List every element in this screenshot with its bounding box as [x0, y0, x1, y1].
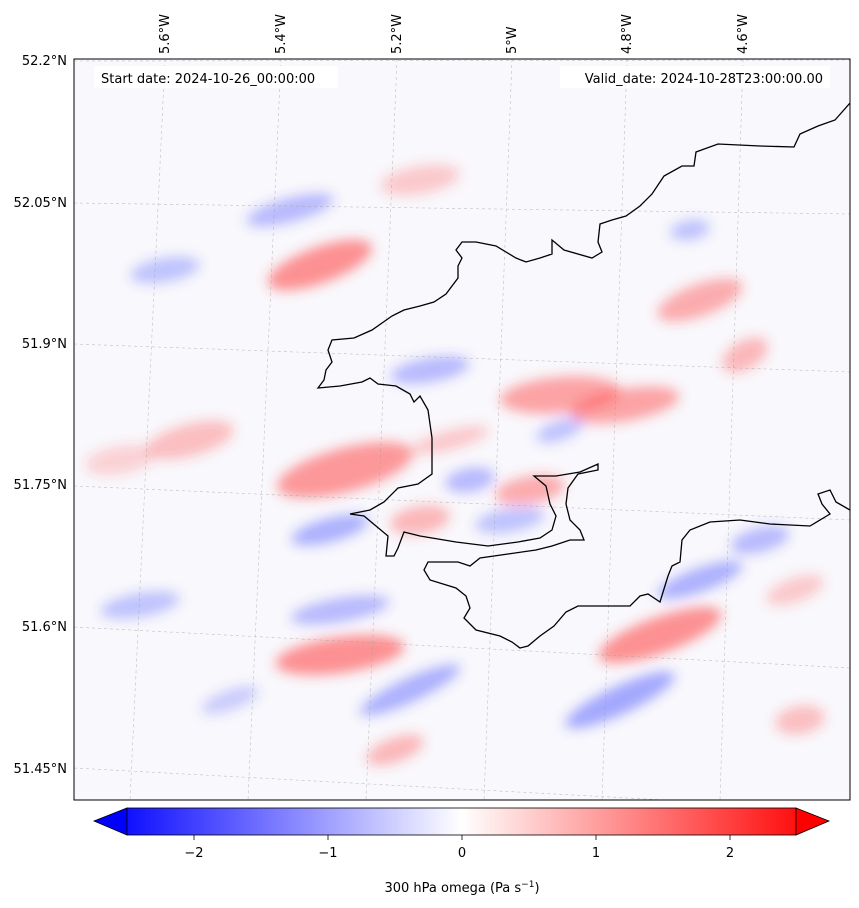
- descent-blob: [359, 664, 461, 716]
- gridline: [247, 59, 282, 800]
- descent-blob: [475, 506, 545, 534]
- lon-label: 4.8°W: [620, 14, 635, 54]
- lon-label: 5.6°W: [158, 14, 173, 54]
- valid-date-label: Valid_date: 2024-10-28T23:00:00.00: [585, 72, 823, 87]
- ascent-blob: [411, 425, 489, 455]
- latitude-labels: 52.2°N 52.05°N 51.9°N 51.75°N 51.6°N 51.…: [14, 54, 67, 777]
- ascent-blob: [267, 239, 373, 291]
- descent-blob: [290, 595, 390, 625]
- descent-blob: [100, 591, 180, 619]
- descent-blob: [291, 514, 369, 546]
- ascent-blob: [380, 164, 460, 196]
- lat-label: 51.6°N: [22, 620, 67, 635]
- lat-label: 51.9°N: [22, 337, 67, 352]
- graticule: [74, 59, 850, 800]
- lat-label: 51.75°N: [14, 478, 67, 493]
- ascent-blob: [722, 337, 768, 373]
- lon-label: 5.4°W: [274, 14, 289, 54]
- map-panel: Start date: 2024-10-26_00:00:00 Valid_da…: [73, 58, 851, 801]
- ascent-blob: [277, 442, 413, 498]
- colorbar-tick-label: −1: [318, 846, 337, 861]
- descent-blob: [536, 417, 584, 443]
- colorbar-extend-max: [795, 807, 831, 836]
- descent-blob: [670, 219, 710, 241]
- ascent-blob: [598, 607, 722, 663]
- descent-blob: [730, 526, 790, 554]
- descent-blob: [130, 256, 200, 284]
- descent-blob: [445, 467, 495, 493]
- longitude-labels: 5.6°W 5.4°W 5.2°W 5°W 4.8°W 4.6°W: [158, 14, 751, 54]
- colorbar-extend-min: [92, 807, 128, 836]
- ascent-blob: [495, 474, 565, 506]
- colorbar-body: [126, 807, 797, 836]
- lat-label: 52.2°N: [22, 54, 67, 69]
- start-date-label: Start date: 2024-10-26_00:00:00: [101, 72, 315, 87]
- descent-blob: [201, 686, 259, 714]
- lat-label: 51.45°N: [14, 762, 67, 777]
- colorbar-tick-label: 1: [592, 846, 600, 861]
- colorbar-tick-label: 0: [458, 846, 466, 861]
- valid-date-box: [560, 66, 830, 88]
- ascent-blob: [766, 574, 824, 606]
- lon-label: 5.2°W: [390, 14, 405, 54]
- map-border: [73, 58, 851, 801]
- ascent-blob: [275, 635, 405, 675]
- descent-blob: [657, 560, 743, 600]
- descent-blob: [390, 356, 470, 384]
- gridline: [365, 59, 398, 800]
- descent-blob: [565, 671, 675, 729]
- lon-label: 5°W: [505, 26, 520, 54]
- lon-label: 4.6°W: [736, 14, 751, 54]
- colorbar-tick-label: −2: [184, 846, 203, 861]
- ascent-blob: [657, 278, 743, 322]
- colorbar-ticks: [193, 835, 731, 840]
- colorbar-tick-label: 2: [726, 846, 734, 861]
- ascent-blob: [366, 734, 424, 766]
- coastline: [316, 102, 850, 649]
- colorbar: −2 −1 0 1 2 300 hPa omega (Pa s−1): [92, 807, 831, 896]
- lat-label: 52.05°N: [14, 196, 67, 211]
- ascent-blob: [390, 505, 450, 535]
- ascent-blob: [570, 386, 680, 424]
- ascent-blob: [85, 444, 155, 476]
- ascent-blob: [146, 420, 234, 460]
- omega-field: [74, 59, 850, 800]
- colorbar-label: 300 hPa omega (Pa s−1): [384, 880, 539, 896]
- start-date-box: [94, 66, 338, 88]
- ascent-blob: [775, 705, 825, 735]
- descent-blob: [246, 193, 334, 227]
- gridline: [129, 59, 166, 800]
- omega-blobs: [85, 164, 825, 766]
